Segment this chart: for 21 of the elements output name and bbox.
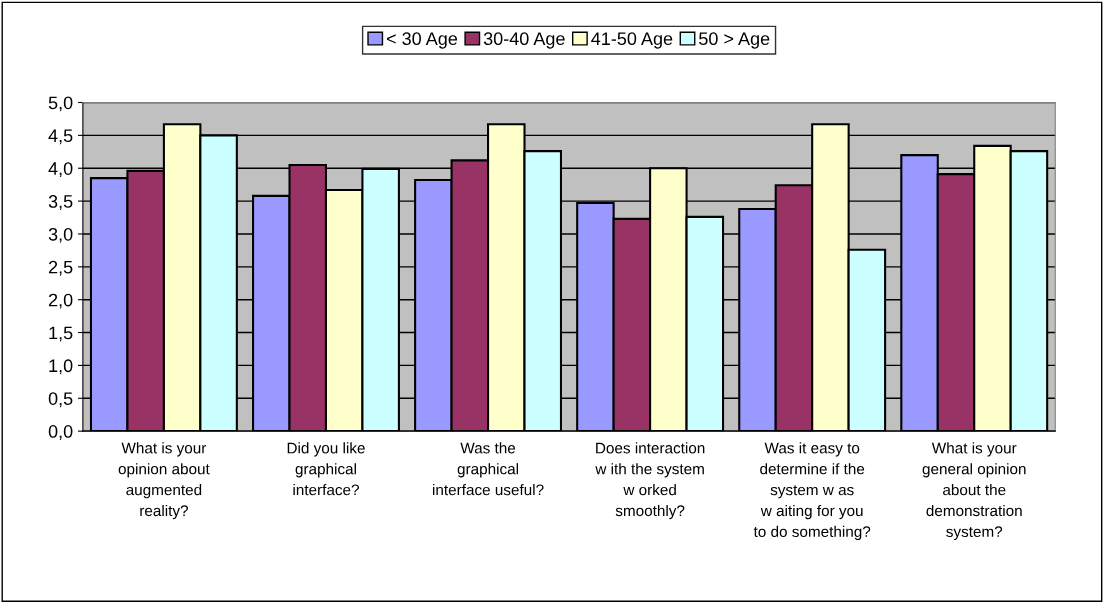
y-tick-label: 2,5	[48, 260, 73, 276]
x-tick-label: What is your general opinion about the demonstration system?	[922, 442, 1026, 541]
legend-label: 50 > Age	[699, 32, 770, 49]
x-tick-label: Was the graphical interface useful?	[433, 442, 544, 496]
y-tick-label: 4,5	[48, 129, 73, 145]
x-tick-label: Was it easy to determine if the system w as w aiting for you to do something?	[753, 442, 871, 541]
y-tick-label: 4,0	[48, 162, 73, 178]
y-tick-label: 1,5	[49, 326, 73, 342]
x-tick-label: Does interaction w ith the system w orked smoothly?	[595, 442, 705, 520]
y-tick-label: 0,5	[48, 392, 73, 408]
y-tick-label: 0,0	[48, 425, 73, 440]
y-tick-label: 3,5	[48, 195, 73, 210]
legend-label: 30-40 Age	[483, 32, 565, 49]
legend-label: < 30 Age	[386, 32, 458, 49]
y-tick-label: 5,0	[48, 96, 73, 112]
legend-label: 41-50 Age	[591, 32, 673, 49]
y-tick-label: 2,0	[48, 293, 73, 309]
y-tick-label: 3,0	[48, 227, 73, 243]
y-tick-label: 1,0	[49, 359, 73, 375]
x-tick-label: What is your opinion about augmented reality?	[118, 442, 210, 520]
x-tick-label: Did you like graphical interface?	[287, 442, 365, 496]
